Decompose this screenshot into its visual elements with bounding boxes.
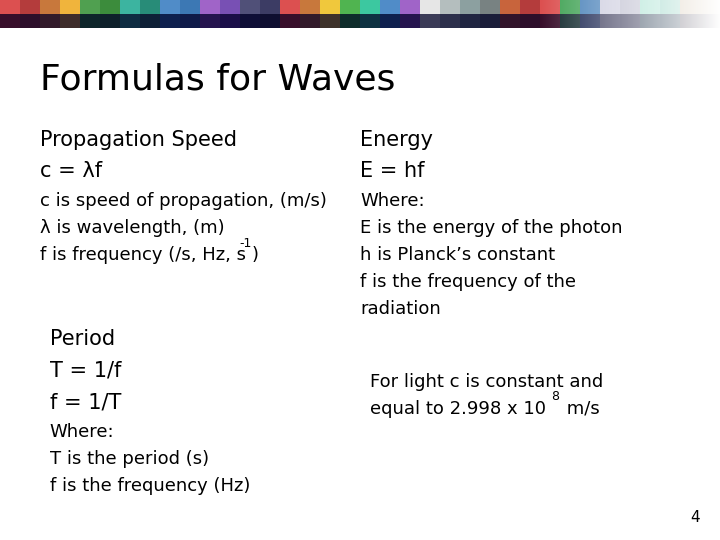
Text: radiation: radiation [360, 300, 441, 318]
Text: f = 1/T: f = 1/T [50, 392, 121, 412]
Text: equal to 2.998 x 10: equal to 2.998 x 10 [370, 400, 546, 417]
Text: f is frequency (/s, Hz, s: f is frequency (/s, Hz, s [40, 246, 246, 264]
Text: -1: -1 [240, 237, 252, 249]
Text: h is Planck’s constant: h is Planck’s constant [360, 246, 555, 264]
Text: T = 1/f: T = 1/f [50, 361, 121, 381]
Text: c is speed of propagation, (m/s): c is speed of propagation, (m/s) [40, 192, 326, 210]
Text: Formulas for Waves: Formulas for Waves [40, 62, 395, 96]
Text: ): ) [251, 246, 258, 264]
Text: λ is wavelength, (m): λ is wavelength, (m) [40, 219, 224, 237]
Text: For light c is constant and: For light c is constant and [370, 373, 603, 390]
Text: f is the frequency of the: f is the frequency of the [360, 273, 576, 291]
Text: m/s: m/s [561, 400, 600, 417]
Text: 8: 8 [551, 390, 559, 403]
Text: f is the frequency (Hz): f is the frequency (Hz) [50, 477, 250, 495]
Text: Where:: Where: [360, 192, 425, 210]
Text: c = λf: c = λf [40, 161, 102, 181]
Text: Propagation Speed: Propagation Speed [40, 130, 237, 150]
Text: E = hf: E = hf [360, 161, 425, 181]
Text: T is the period (s): T is the period (s) [50, 450, 209, 468]
Text: Where:: Where: [50, 423, 114, 441]
Text: Period: Period [50, 329, 114, 349]
Text: E is the energy of the photon: E is the energy of the photon [360, 219, 623, 237]
Text: 4: 4 [690, 510, 700, 525]
Text: Energy: Energy [360, 130, 433, 150]
